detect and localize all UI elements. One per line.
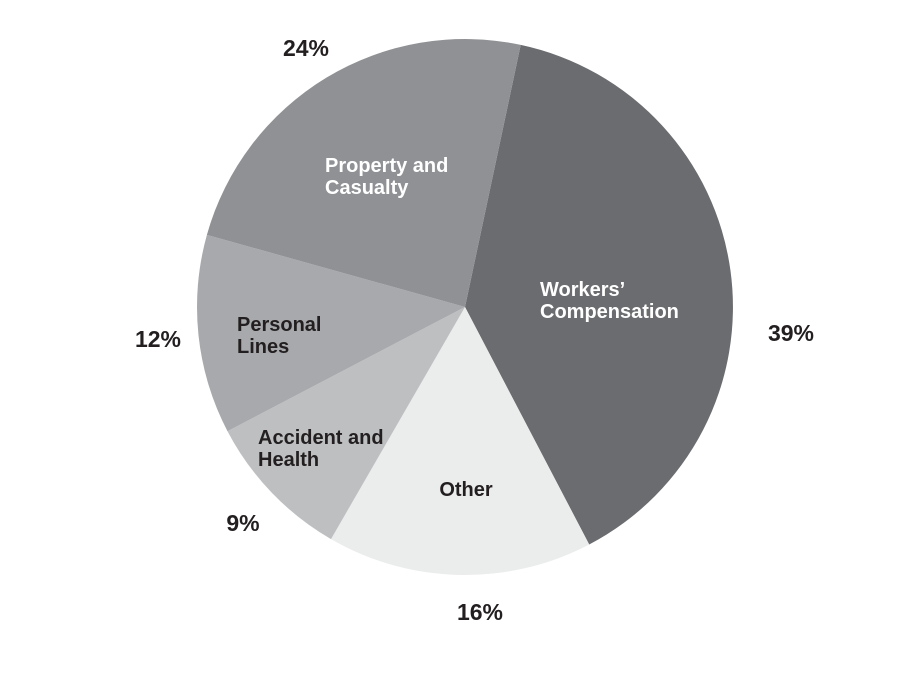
slice-label-property-and-casualty: Property and Casualty [325,155,448,199]
pie-slice-accident-and-health [227,307,465,540]
slice-label-workers-compensation: Workers’ Compensation [540,279,679,323]
pie-slice-property-and-casualty [206,39,521,308]
slice-label-personal-lines: Personal Lines [237,314,321,358]
pie-slice-other [331,307,590,576]
pct-label-accident-and-health: 9% [226,510,259,536]
slice-label-other: Other [439,479,493,501]
pie-slice-workers-compensation [465,44,733,545]
pct-label-workers-compensation: 39% [768,320,814,346]
pie-slice-personal-lines [197,234,465,432]
pct-label-personal-lines: 12% [135,326,181,352]
slice-label-accident-and-health: Accident and Health [258,427,384,471]
pct-label-other: 16% [457,599,503,625]
pct-label-property-and-casualty: 24% [283,35,329,61]
